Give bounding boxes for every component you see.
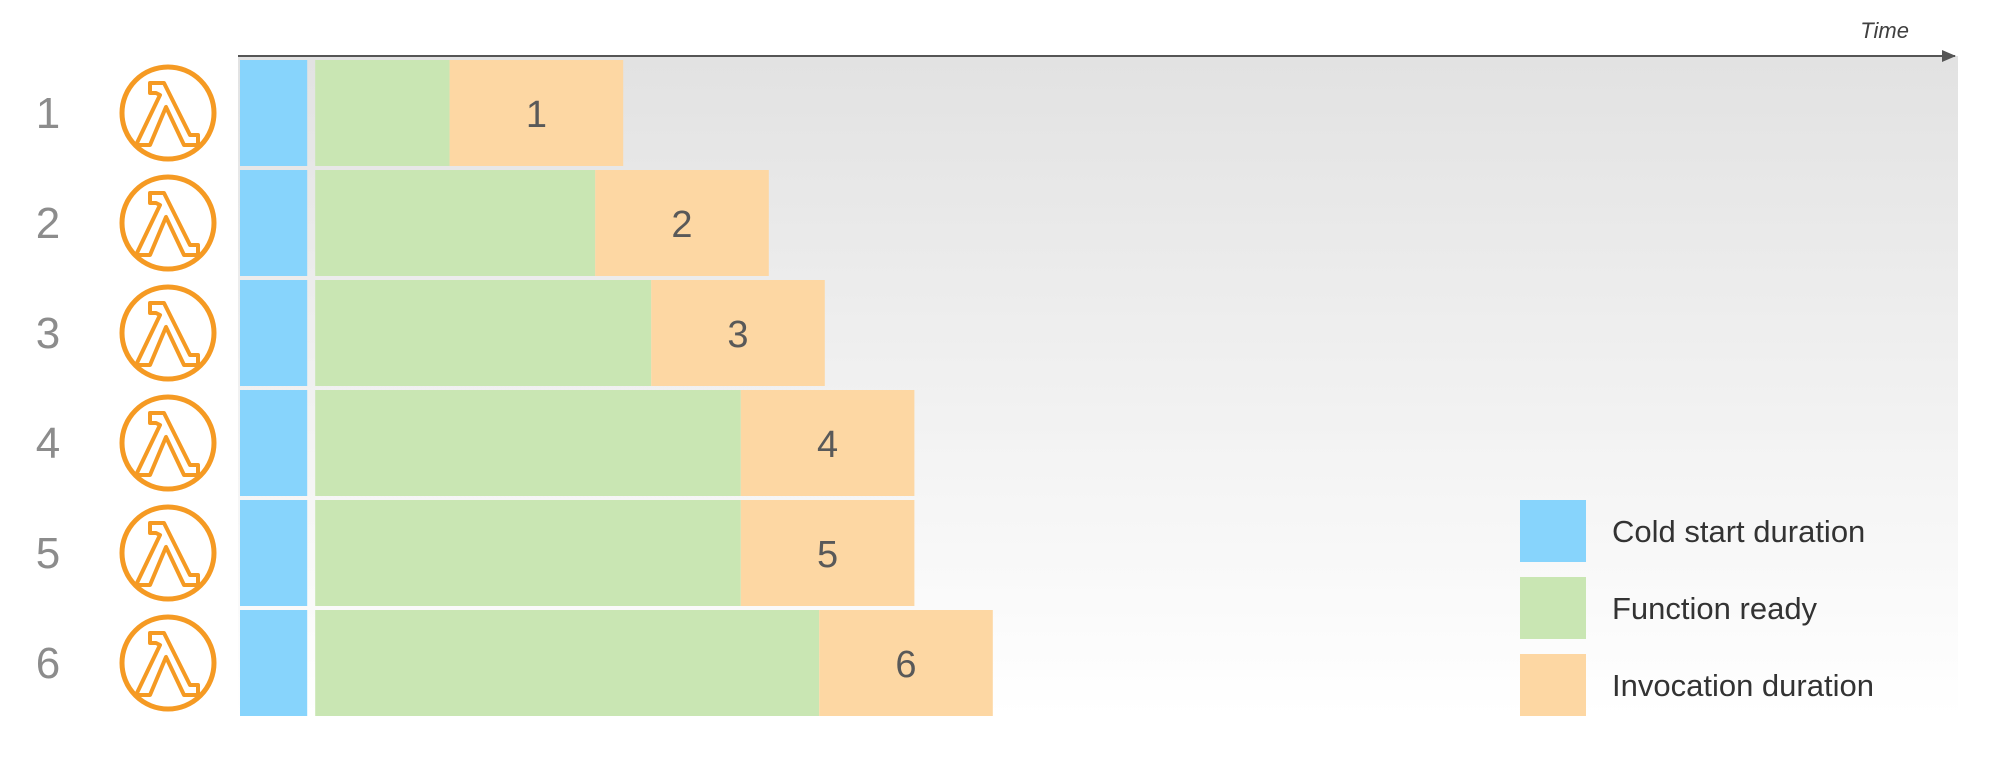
invocation-label: 5 — [817, 534, 838, 576]
legend-item: Function ready — [1520, 577, 1818, 639]
lambda-icon — [119, 284, 217, 382]
invocation-segment — [651, 280, 825, 386]
invocation-label: 3 — [727, 314, 748, 356]
invocation-label: 4 — [817, 424, 838, 466]
rows-layer: 1 12 23 34 45 56 6 — [36, 60, 993, 716]
cold-start-segment — [240, 280, 308, 386]
invocation-segment — [819, 610, 993, 716]
row-number-label: 5 — [36, 529, 60, 578]
lambda-icon — [119, 64, 217, 162]
row-number-label: 3 — [36, 309, 60, 358]
function-ready-segment — [315, 500, 741, 606]
invocation-segment — [449, 60, 624, 166]
legend: Cold start duration Function ready Invocat… — [1520, 500, 1874, 716]
row-number-label: 4 — [36, 419, 60, 468]
legend-label: Function ready — [1612, 591, 1818, 626]
lambda-icon — [119, 174, 217, 272]
function-ready-segment — [315, 280, 652, 386]
cold-start-segment — [240, 170, 308, 276]
time-axis-label: Time — [1860, 18, 1909, 43]
invocation-segment — [595, 170, 769, 276]
row-number-label: 2 — [36, 199, 60, 248]
row-number-label: 6 — [36, 639, 60, 688]
cold-start-segment — [240, 60, 308, 166]
lambda-icon — [119, 394, 217, 492]
function-ready-segment — [315, 610, 820, 716]
invocation-label: 2 — [671, 204, 692, 246]
legend-item: Invocation duration — [1520, 654, 1874, 716]
function-ready-segment — [315, 60, 450, 166]
cold-start-segment — [240, 610, 308, 716]
legend-item: Cold start duration — [1520, 500, 1865, 562]
invocation-segment — [740, 500, 915, 606]
legend-label: Cold start duration — [1612, 514, 1865, 549]
lambda-icon — [119, 614, 217, 712]
row-number-label: 1 — [36, 89, 60, 138]
cold-start-segment — [240, 390, 308, 496]
legend-swatch — [1520, 654, 1586, 716]
lambda-icon — [119, 504, 217, 602]
function-ready-segment — [315, 390, 741, 496]
legend-swatch — [1520, 500, 1586, 562]
invocation-segment — [740, 390, 915, 496]
legend-label: Invocation duration — [1612, 668, 1874, 703]
function-ready-segment — [315, 170, 596, 276]
invocation-label: 1 — [526, 94, 547, 136]
legend-swatch — [1520, 577, 1586, 639]
invocation-label: 6 — [895, 644, 916, 686]
cold-start-segment — [240, 500, 308, 606]
